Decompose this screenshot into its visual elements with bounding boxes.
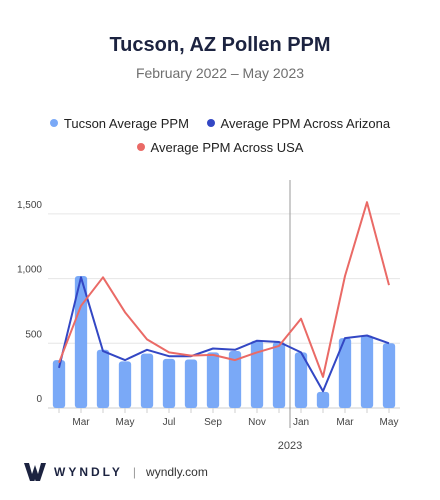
bar — [294, 352, 308, 408]
chart-subtitle: February 2022 – May 2023 — [135, 65, 305, 81]
y-tick-label: 1,000 — [17, 265, 42, 276]
wyndly-logo-icon — [24, 463, 46, 481]
bar — [360, 335, 374, 408]
legend-dot-tucson — [49, 119, 58, 127]
bar — [52, 360, 66, 408]
x-tick-label: Mar — [336, 417, 354, 428]
bar — [184, 359, 198, 408]
legend-item-arizona: Average PPM Across Arizona — [206, 116, 391, 131]
y-tick-label: 1,500 — [17, 200, 42, 211]
legend-dot-arizona — [206, 119, 215, 127]
footer-brand: WYNDLY — [54, 465, 123, 479]
footer-site-link[interactable]: wyndly.com — [146, 465, 208, 479]
bar — [162, 358, 176, 408]
x-tick-label: May — [380, 417, 399, 428]
x-tick-label: Nov — [248, 417, 266, 428]
chart-area: 0 500 1,000 1,500 2023 Mar May Jul Sep Nov Jan Mar M… — [17, 180, 400, 452]
x-tick-label: Mar — [72, 417, 90, 428]
legend-label-tucson: Tucson Average PPM — [63, 116, 189, 131]
bar — [338, 338, 352, 408]
x-tick-label: May — [116, 417, 135, 428]
bar — [272, 342, 286, 408]
bar — [140, 353, 154, 408]
footer: WYNDLY | wyndly.com — [24, 462, 208, 482]
legend-label-arizona: Average PPM Across Arizona — [220, 116, 391, 131]
legend-item-tucson: Tucson Average PPM — [49, 116, 189, 131]
year-label: 2023 — [278, 440, 302, 452]
y-tick-label: 500 — [25, 329, 42, 340]
series-line — [58, 201, 390, 378]
bar — [316, 391, 330, 408]
bar — [118, 361, 132, 408]
bar — [206, 352, 220, 408]
x-tick-label: Sep — [204, 417, 222, 428]
bar — [382, 343, 396, 408]
footer-separator: | — [132, 465, 137, 479]
legend-item-usa: Average PPM Across USA — [136, 140, 304, 155]
series-line — [58, 276, 390, 393]
legend-row-1: Tucson Average PPM Average PPM Across Ar… — [0, 116, 440, 131]
bar — [74, 276, 88, 408]
x-tick-label: Jan — [293, 417, 309, 428]
bar — [250, 340, 264, 408]
legend-row-2: Average PPM Across USA — [0, 140, 440, 155]
legend-label-usa: Average PPM Across USA — [150, 140, 304, 155]
y-tick-label: 0 — [36, 394, 42, 405]
bar — [96, 349, 110, 408]
chart-title: Tucson, AZ Pollen PPM — [109, 34, 331, 56]
x-tick-label: Jul — [163, 417, 176, 428]
bar — [228, 351, 242, 408]
legend-dot-usa — [136, 143, 145, 151]
